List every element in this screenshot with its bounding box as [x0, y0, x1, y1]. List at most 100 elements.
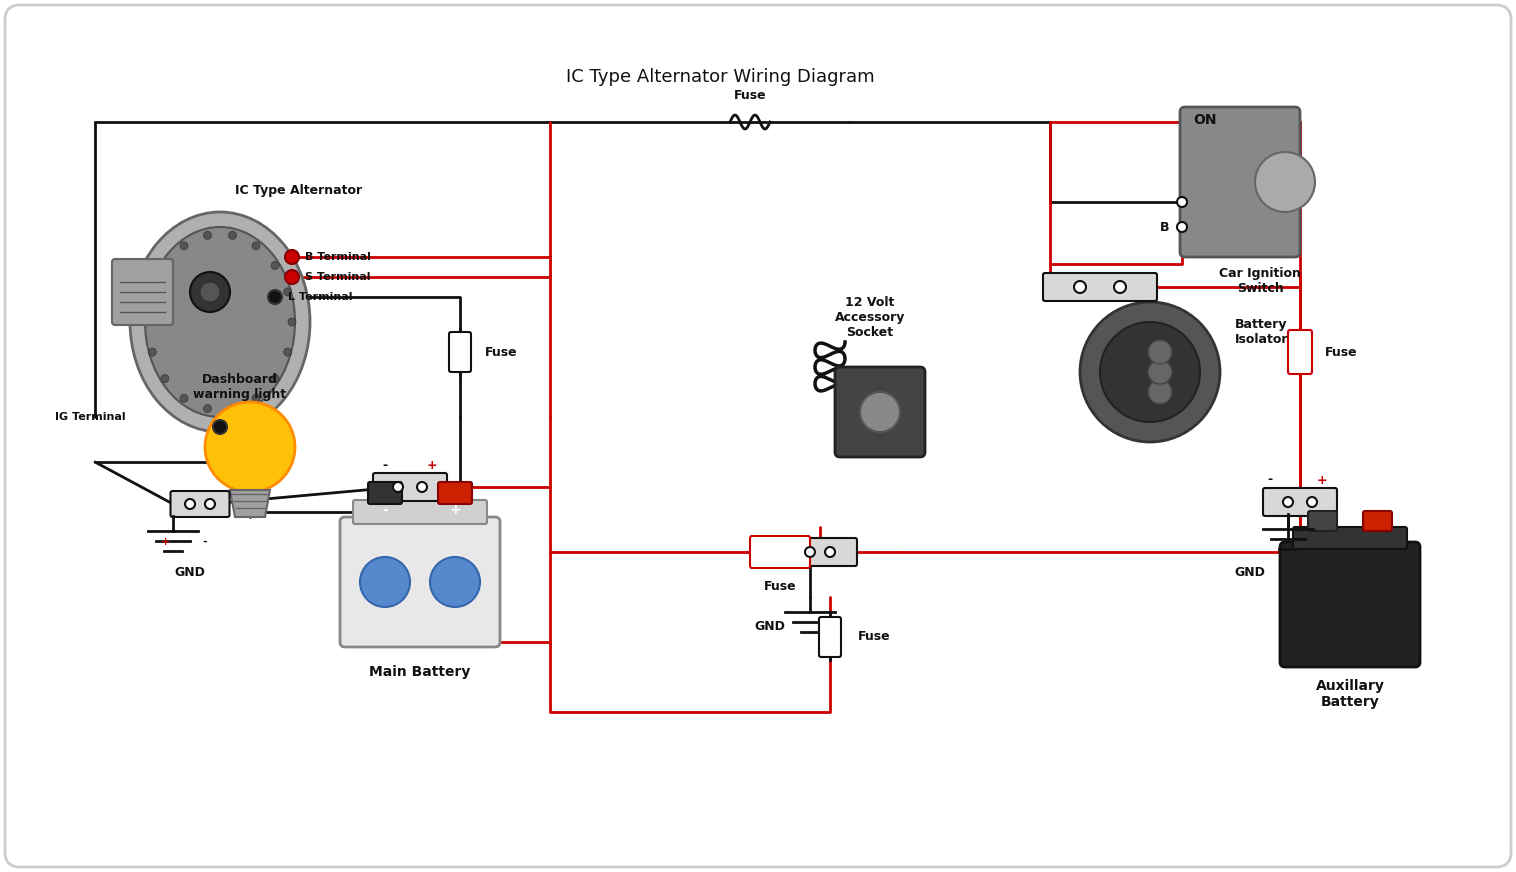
Text: Main Battery: Main Battery [370, 665, 470, 679]
FancyBboxPatch shape [1043, 273, 1157, 301]
FancyBboxPatch shape [1363, 511, 1392, 531]
Circle shape [1283, 497, 1293, 507]
Text: Fuse: Fuse [858, 630, 890, 644]
Circle shape [185, 499, 196, 509]
Circle shape [144, 318, 152, 326]
Circle shape [1148, 380, 1172, 404]
Circle shape [149, 288, 156, 296]
Text: L Terminal: L Terminal [288, 292, 353, 302]
Circle shape [190, 272, 230, 312]
Circle shape [180, 242, 188, 249]
FancyBboxPatch shape [438, 482, 471, 504]
FancyBboxPatch shape [449, 332, 471, 372]
Text: Fuse: Fuse [764, 580, 796, 593]
Text: B Terminal: B Terminal [305, 252, 371, 262]
Circle shape [860, 392, 901, 432]
Circle shape [180, 394, 188, 402]
Text: +: + [161, 537, 170, 547]
Circle shape [205, 499, 215, 509]
FancyBboxPatch shape [1263, 488, 1337, 516]
Circle shape [229, 405, 236, 412]
Circle shape [161, 375, 168, 383]
FancyBboxPatch shape [1280, 542, 1420, 667]
Circle shape [161, 262, 168, 269]
Circle shape [393, 482, 403, 492]
Text: -: - [382, 503, 388, 517]
FancyBboxPatch shape [1179, 107, 1301, 257]
Text: -: - [382, 459, 388, 472]
Text: B: B [1160, 221, 1170, 234]
Text: Battery
Isolator: Battery Isolator [1236, 318, 1289, 346]
Circle shape [149, 348, 156, 356]
Circle shape [271, 375, 279, 383]
Circle shape [1101, 322, 1201, 422]
Circle shape [1079, 302, 1220, 442]
FancyBboxPatch shape [782, 538, 857, 566]
Circle shape [203, 405, 212, 412]
FancyBboxPatch shape [819, 617, 841, 657]
Circle shape [825, 547, 835, 557]
Text: IG Terminal: IG Terminal [55, 412, 126, 422]
Circle shape [359, 557, 409, 607]
Text: 12 Volt
Accessory
Socket: 12 Volt Accessory Socket [835, 296, 905, 338]
FancyBboxPatch shape [368, 482, 402, 504]
Text: IC Type Alternator Wiring Diagram: IC Type Alternator Wiring Diagram [565, 68, 875, 86]
Text: +: + [449, 503, 461, 517]
FancyBboxPatch shape [1293, 527, 1407, 549]
Circle shape [1148, 360, 1172, 384]
Text: GND: GND [755, 621, 785, 633]
FancyBboxPatch shape [835, 367, 925, 457]
Circle shape [417, 482, 428, 492]
Circle shape [1255, 152, 1314, 212]
Ellipse shape [146, 227, 296, 417]
Circle shape [805, 547, 816, 557]
Text: +: + [426, 459, 437, 472]
Circle shape [1073, 281, 1085, 293]
Circle shape [1176, 222, 1187, 232]
Text: S Terminal: S Terminal [305, 272, 370, 282]
Circle shape [1176, 197, 1187, 207]
Circle shape [252, 242, 261, 249]
Text: -: - [1267, 473, 1272, 487]
Circle shape [283, 348, 291, 356]
Text: Auxillary
Battery: Auxillary Battery [1316, 679, 1384, 709]
Circle shape [252, 394, 261, 402]
Circle shape [271, 262, 279, 269]
Circle shape [205, 402, 296, 492]
Circle shape [288, 318, 296, 326]
FancyBboxPatch shape [5, 5, 1511, 867]
Text: Dashboard
warning light: Dashboard warning light [194, 373, 287, 401]
Text: Fuse: Fuse [485, 345, 517, 358]
FancyBboxPatch shape [340, 517, 500, 647]
Text: GND: GND [174, 566, 206, 578]
FancyBboxPatch shape [1289, 330, 1311, 374]
Text: +: + [1317, 473, 1328, 487]
Circle shape [1114, 281, 1126, 293]
Text: Fuse: Fuse [734, 89, 766, 102]
Circle shape [1307, 497, 1317, 507]
Circle shape [283, 288, 291, 296]
Circle shape [285, 270, 299, 284]
FancyBboxPatch shape [1308, 511, 1337, 531]
FancyBboxPatch shape [170, 491, 229, 517]
Circle shape [214, 420, 227, 434]
FancyBboxPatch shape [750, 536, 810, 568]
Text: ON: ON [1193, 113, 1217, 127]
FancyBboxPatch shape [353, 500, 487, 524]
Circle shape [229, 231, 236, 239]
Circle shape [200, 282, 220, 302]
Circle shape [1148, 340, 1172, 364]
Text: GND: GND [1234, 566, 1266, 578]
Text: IC Type Alternator: IC Type Alternator [235, 183, 362, 196]
Ellipse shape [130, 212, 309, 432]
Circle shape [431, 557, 481, 607]
Polygon shape [230, 490, 270, 517]
Circle shape [203, 231, 212, 239]
FancyBboxPatch shape [112, 259, 173, 325]
Text: Car Ignition
Switch: Car Ignition Switch [1219, 267, 1301, 295]
FancyBboxPatch shape [373, 473, 447, 501]
Text: -: - [203, 537, 208, 547]
Circle shape [285, 250, 299, 264]
Text: Fuse: Fuse [1325, 345, 1358, 358]
Circle shape [268, 290, 282, 304]
